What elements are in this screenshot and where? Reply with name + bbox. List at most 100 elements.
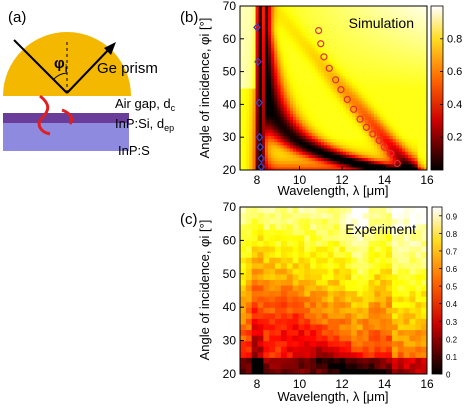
- simulation-cell: [286, 34, 291, 39]
- simulation-cell: [305, 91, 310, 95]
- simulation-circle-marker: [369, 130, 377, 138]
- experiment-cell: [251, 296, 259, 303]
- simulation-cell: [405, 69, 409, 73]
- simulation-cell: [414, 116, 419, 121]
- experiment-cell: [403, 245, 411, 253]
- simulation-cell: [286, 9, 291, 13]
- simulation-cell: [392, 56, 397, 61]
- simulation-cell: [420, 69, 425, 73]
- simulation-cell: [283, 6, 288, 10]
- simulation-cell: [392, 9, 397, 13]
- simulation-cell: [420, 160, 425, 165]
- simulation-cell: [389, 122, 394, 127]
- simulation-cell: [333, 53, 338, 58]
- experiment-cell: [304, 218, 311, 225]
- simulation-cell: [377, 138, 381, 143]
- simulation-cell: [255, 132, 260, 136]
- simulation-cell: [264, 144, 269, 149]
- simulation-cell: [395, 88, 400, 92]
- simulation-cell: [389, 12, 394, 17]
- experiment-cell: [397, 268, 405, 275]
- simulation-cell: [240, 88, 244, 92]
- experiment-cell: [386, 273, 393, 280]
- simulation-cell: [383, 18, 388, 23]
- simulation-cell: [280, 154, 285, 158]
- experiment-cell: [380, 273, 387, 280]
- simulation-cell: [377, 132, 381, 136]
- simulation-cell: [349, 69, 353, 73]
- experiment-cell: [257, 296, 264, 303]
- simulation-cell: [377, 103, 381, 108]
- simulation-cell: [261, 81, 266, 86]
- simulation-cell: [327, 119, 331, 124]
- experiment-cell: [351, 279, 358, 286]
- simulation-cell: [258, 24, 263, 29]
- simulation-cell: [317, 28, 322, 32]
- simulation-cell: [370, 125, 375, 130]
- experiment-cell: [333, 262, 340, 269]
- simulation-cell: [327, 151, 331, 155]
- simulation-cell: [308, 122, 313, 127]
- simulation-cell: [392, 81, 397, 86]
- simulation-cell: [261, 59, 266, 64]
- experiment-cell: [257, 357, 264, 364]
- simulation-cell: [383, 65, 388, 70]
- simulation-cell: [367, 147, 372, 152]
- experiment-cell: [315, 257, 323, 264]
- simulation-cell: [280, 28, 285, 32]
- simulation-cell: [321, 15, 325, 20]
- simulation-cell: [240, 154, 244, 158]
- simulation-cell: [292, 103, 297, 108]
- simulation-cell: [395, 12, 400, 17]
- simulation-cell: [271, 157, 275, 162]
- simulation-cell: [395, 81, 400, 86]
- simulation-cell: [305, 9, 310, 13]
- simulation-cell: [299, 116, 303, 121]
- simulation-cell: [377, 34, 381, 39]
- experiment-cell: [397, 218, 405, 225]
- experiment-cell: [351, 346, 358, 353]
- simulation-cell: [302, 21, 307, 26]
- experiment-cell: [280, 229, 288, 236]
- simulation-cell: [240, 103, 244, 108]
- simulation-cell: [423, 132, 427, 136]
- experiment-cell: [380, 362, 387, 370]
- simulation-cell: [240, 94, 244, 99]
- simulation-cell: [271, 43, 275, 48]
- simulation-cell: [389, 157, 394, 162]
- simulation-cell: [377, 110, 381, 114]
- simulation-cell: [240, 47, 244, 51]
- experiment-cell: [368, 335, 376, 342]
- experiment-cell: [286, 335, 294, 342]
- simulation-cell: [370, 147, 375, 152]
- experiment-cell: [292, 262, 300, 269]
- air-gap-label: Air gap, dc: [115, 96, 176, 113]
- simulation-cell: [355, 21, 360, 26]
- experiment-cell: [415, 234, 422, 241]
- simulation-cell: [317, 47, 322, 51]
- simulation-cell: [395, 138, 400, 143]
- experiment-cell: [380, 357, 387, 364]
- simulation-cell: [283, 9, 288, 13]
- simulation-cell: [355, 129, 360, 133]
- experiment-cell: [292, 279, 300, 286]
- simulation-cell: [311, 75, 316, 80]
- simulation-cell: [395, 50, 400, 54]
- simulation-cell: [249, 15, 254, 20]
- simulation-cell: [324, 62, 328, 67]
- simulation-cell: [302, 157, 307, 162]
- experiment-cell: [391, 257, 399, 264]
- simulation-cell: [417, 43, 422, 48]
- simulation-cell: [296, 147, 300, 152]
- experiment-cell: [257, 240, 264, 247]
- simulation-cell: [398, 138, 403, 143]
- experiment-cell: [356, 273, 364, 280]
- simulation-cell: [246, 69, 250, 73]
- simulation-cell: [405, 40, 409, 45]
- experiment-cell: [374, 245, 381, 253]
- simulation-cell: [355, 141, 360, 146]
- simulation-cell: [339, 28, 344, 32]
- simulation-cell: [352, 24, 356, 29]
- simulation-cell: [352, 69, 356, 73]
- simulation-cell: [308, 91, 313, 95]
